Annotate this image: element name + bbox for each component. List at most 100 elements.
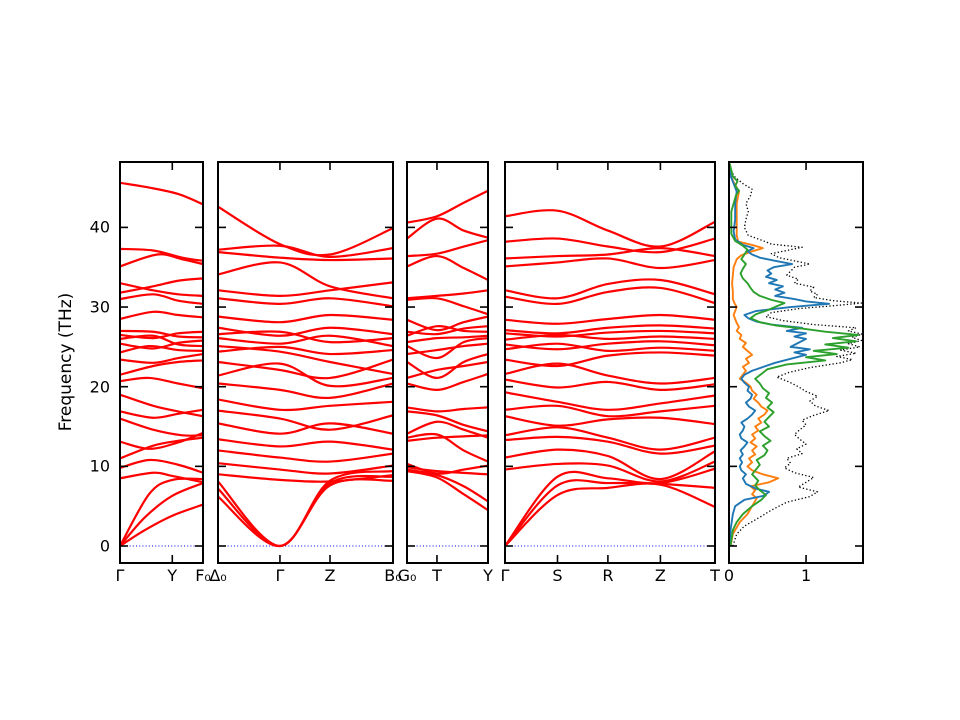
phonon-band (505, 391, 715, 411)
phonon-band (407, 406, 488, 413)
phonon-band (218, 478, 393, 548)
x-tick-label: B₀ (384, 566, 402, 585)
phonon-band (218, 205, 393, 257)
phonon-band (218, 449, 393, 463)
phonon-band (218, 473, 393, 483)
phonon-band (218, 326, 393, 337)
phonon-band (218, 409, 393, 431)
bands-segment-3-frame (406, 161, 489, 564)
phonon-band (505, 415, 715, 427)
phonon-band (407, 334, 488, 344)
phonon-band (120, 376, 203, 390)
bands-segment-4 (505, 209, 715, 548)
phonon-band (407, 468, 488, 503)
x-tick-label: F₀ (195, 566, 211, 585)
phonon-band (407, 254, 488, 282)
phonon-band (120, 503, 203, 548)
pdos-series-3 (729, 163, 860, 547)
x-tick-label: Z (324, 566, 336, 585)
phonon-band (505, 286, 715, 305)
x-tick-label: 0 (723, 566, 735, 585)
phonon-band (120, 393, 203, 418)
phonon-band (407, 360, 488, 380)
dos-panel (729, 163, 863, 547)
phonon-band (120, 330, 203, 340)
phonon-band (120, 458, 203, 474)
x-tick-label: T (432, 566, 442, 585)
phonon-band (505, 324, 715, 335)
x-tick-label: Δ₀ (209, 566, 227, 585)
phonon-band (505, 340, 715, 351)
phonon-band (505, 342, 715, 353)
x-tick-label: Y (167, 566, 178, 585)
bands-segment-2-frame (217, 161, 394, 564)
bands-segment-1-frame (119, 161, 204, 564)
x-tick-label: T (710, 566, 720, 585)
y-axis-label: Frequency (THz) (56, 292, 76, 432)
phonon-band (407, 217, 488, 240)
bands-segment-2 (218, 205, 393, 548)
phonon-band (407, 289, 488, 300)
phonon-band (120, 339, 203, 350)
phonon-band (407, 410, 488, 433)
phonon-band (218, 344, 393, 376)
x-tick-label: Y (483, 566, 493, 585)
phonon-band (505, 467, 715, 548)
x-tick-label: Γ (500, 566, 510, 585)
phonon-band (407, 432, 488, 463)
pdos-series-1 (729, 163, 780, 547)
phonon-band (505, 247, 715, 260)
phonon-band (505, 257, 715, 270)
phonon-band (505, 209, 715, 248)
phonon-band (407, 315, 488, 332)
phonon-band (120, 481, 203, 548)
phonon-band (218, 244, 393, 258)
phonon-band (120, 247, 203, 262)
x-tick-label: G₀ (397, 566, 417, 585)
x-tick-label: Z (654, 566, 666, 585)
total-dos (729, 163, 863, 547)
y-tick-label: 40 (89, 217, 110, 237)
phonon-band (407, 372, 488, 391)
phonon-band (218, 438, 393, 451)
phonon-band (218, 281, 393, 297)
phonon-band (407, 352, 488, 380)
phonon-band (218, 313, 393, 324)
phonon-band (407, 466, 488, 476)
phonon-band (120, 352, 203, 364)
phonon-band (120, 408, 203, 419)
phonon-band (218, 382, 393, 400)
phonon-band (218, 250, 393, 262)
phonon-band (120, 277, 203, 294)
phonon-band (120, 417, 203, 437)
phonon-band (407, 337, 488, 360)
phonon-band (505, 479, 715, 548)
phonon-band (120, 359, 203, 376)
phonon-band (407, 296, 488, 316)
x-tick-label: Γ (275, 566, 285, 585)
phonon-band (218, 474, 393, 548)
phonon-band (505, 278, 715, 300)
phonon-band (218, 261, 393, 300)
pdos-series-2 (729, 163, 831, 547)
bands-segment-1 (120, 181, 203, 548)
phonon-band (505, 448, 715, 481)
phonon-band (218, 297, 393, 308)
phonon-band (120, 253, 203, 268)
phonon-band (120, 282, 203, 297)
y-tick-label: 10 (89, 456, 110, 476)
phonon-band (120, 471, 203, 484)
phonon-band (218, 470, 393, 548)
phonon-band (218, 422, 393, 435)
x-tick-label: Γ (115, 566, 125, 585)
phonon-band (120, 310, 203, 321)
x-tick-label: S (552, 566, 563, 585)
phonon-band (218, 398, 393, 412)
phonon-band (505, 482, 715, 548)
phonon-band (505, 426, 715, 451)
x-tick-label: R (602, 566, 614, 585)
phonon-band (407, 325, 488, 336)
phonon-band (218, 462, 393, 475)
